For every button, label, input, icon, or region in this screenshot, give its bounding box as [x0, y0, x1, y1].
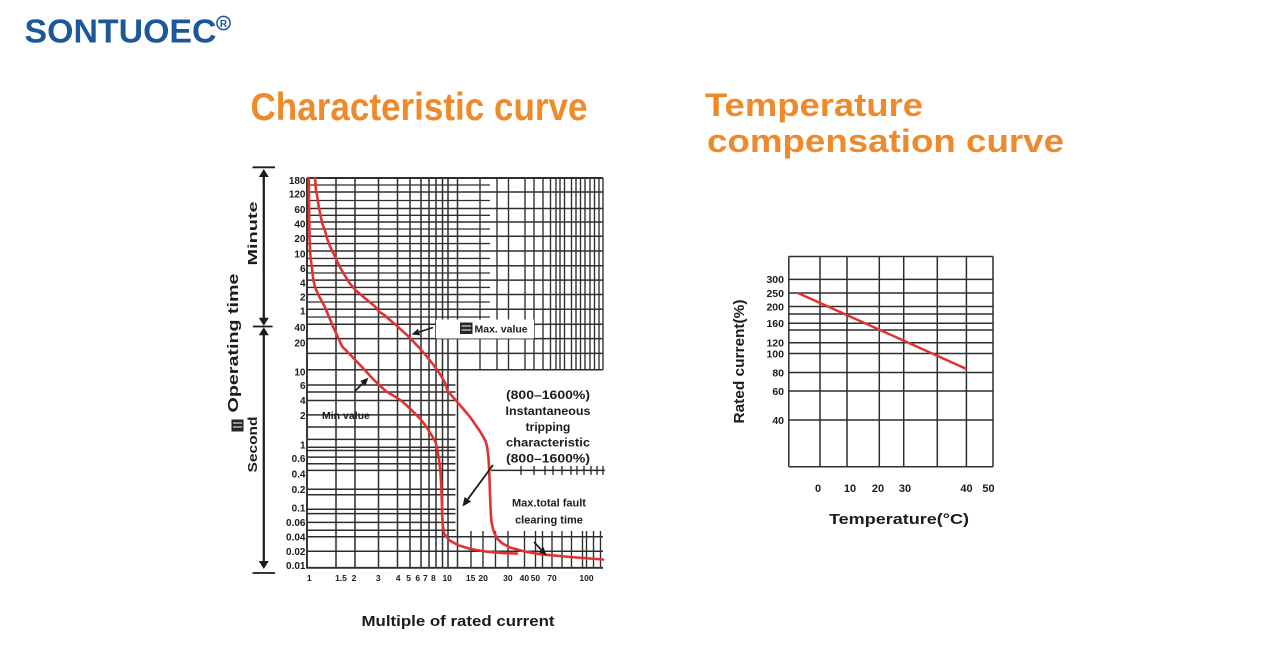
svg-text:40: 40 [772, 415, 784, 427]
svg-text:50: 50 [982, 483, 994, 495]
svg-text:Instantaneous: Instantaneous [506, 404, 591, 418]
svg-text:0: 0 [815, 483, 821, 495]
svg-text:0.01: 0.01 [286, 561, 306, 572]
svg-text:6: 6 [300, 264, 306, 275]
svg-text:10: 10 [442, 573, 452, 583]
svg-text:80: 80 [772, 367, 784, 379]
svg-text:200: 200 [766, 301, 784, 313]
svg-text:R: R [220, 19, 228, 30]
svg-text:Min value: Min value [322, 410, 370, 422]
svg-text:5: 5 [406, 573, 411, 583]
svg-text:20: 20 [294, 234, 306, 245]
svg-text:1: 1 [300, 441, 306, 452]
svg-text:160: 160 [766, 318, 784, 330]
svg-text:120: 120 [766, 338, 784, 350]
svg-text:1: 1 [307, 573, 312, 583]
svg-text:Second: Second [245, 416, 260, 472]
svg-text:0.4: 0.4 [292, 469, 306, 480]
svg-text:20: 20 [872, 483, 884, 495]
svg-text:40: 40 [960, 483, 972, 495]
svg-text:4: 4 [300, 278, 306, 289]
svg-text:40: 40 [294, 323, 306, 334]
svg-text:60: 60 [772, 386, 784, 398]
svg-text:6: 6 [300, 381, 306, 392]
svg-text:Temperature: Temperature [705, 87, 923, 123]
svg-text:40: 40 [294, 220, 306, 231]
svg-text:20: 20 [294, 339, 306, 350]
svg-text:SONTUOEC: SONTUOEC [25, 13, 217, 50]
svg-text:(800–1600%): (800–1600%) [506, 388, 590, 402]
svg-text:180: 180 [289, 176, 306, 187]
svg-text:1.5: 1.5 [335, 573, 347, 583]
svg-text:Multiple of rated current: Multiple of rated current [362, 613, 555, 630]
svg-text:10: 10 [294, 368, 306, 379]
svg-text:Max. value: Max. value [475, 324, 528, 336]
svg-text:30: 30 [503, 573, 513, 583]
svg-text:10: 10 [844, 483, 856, 495]
svg-text:Temperature(°C): Temperature(°C) [829, 511, 969, 528]
svg-text:300: 300 [766, 274, 784, 286]
svg-text:100: 100 [579, 573, 593, 583]
svg-text:compensation curve: compensation curve [707, 123, 1064, 159]
svg-text:(800–1600%): (800–1600%) [506, 452, 590, 466]
svg-text:3: 3 [376, 573, 381, 583]
svg-text:Operating time: Operating time [226, 274, 242, 413]
svg-text:0.02: 0.02 [286, 547, 306, 558]
svg-text:characteristic: characteristic [506, 436, 590, 450]
svg-text:10: 10 [294, 250, 306, 261]
svg-text:8: 8 [431, 573, 436, 583]
svg-text:2: 2 [300, 293, 306, 304]
svg-text:120: 120 [289, 190, 306, 201]
svg-text:clearing time: clearing time [515, 515, 583, 527]
svg-text:Rated current(%): Rated current(%) [731, 300, 748, 424]
svg-text:4: 4 [396, 573, 401, 583]
svg-text:4: 4 [300, 396, 306, 407]
svg-text:100: 100 [766, 348, 784, 360]
svg-text:0.1: 0.1 [292, 504, 306, 515]
svg-text:0.6: 0.6 [292, 454, 306, 465]
svg-text:6: 6 [415, 573, 420, 583]
svg-text:2: 2 [300, 411, 306, 422]
svg-text:15: 15 [466, 573, 476, 583]
svg-text:0.04: 0.04 [286, 532, 306, 543]
svg-text:Minute: Minute [245, 202, 260, 266]
svg-text:70: 70 [547, 573, 557, 583]
svg-text:20: 20 [478, 573, 488, 583]
svg-text:Max.total fault: Max.total fault [512, 498, 586, 510]
svg-text:tripping: tripping [526, 420, 571, 434]
svg-text:50: 50 [531, 573, 541, 583]
svg-text:2: 2 [352, 573, 357, 583]
svg-text:30: 30 [899, 483, 911, 495]
svg-text:Characteristic curve: Characteristic curve [251, 86, 588, 129]
svg-text:60: 60 [294, 205, 306, 216]
svg-text:1: 1 [300, 307, 306, 318]
svg-text:7: 7 [423, 573, 428, 583]
svg-text:40: 40 [520, 573, 530, 583]
svg-text:250: 250 [766, 288, 784, 300]
svg-text:0.06: 0.06 [286, 518, 306, 529]
svg-text:0.2: 0.2 [292, 485, 306, 496]
